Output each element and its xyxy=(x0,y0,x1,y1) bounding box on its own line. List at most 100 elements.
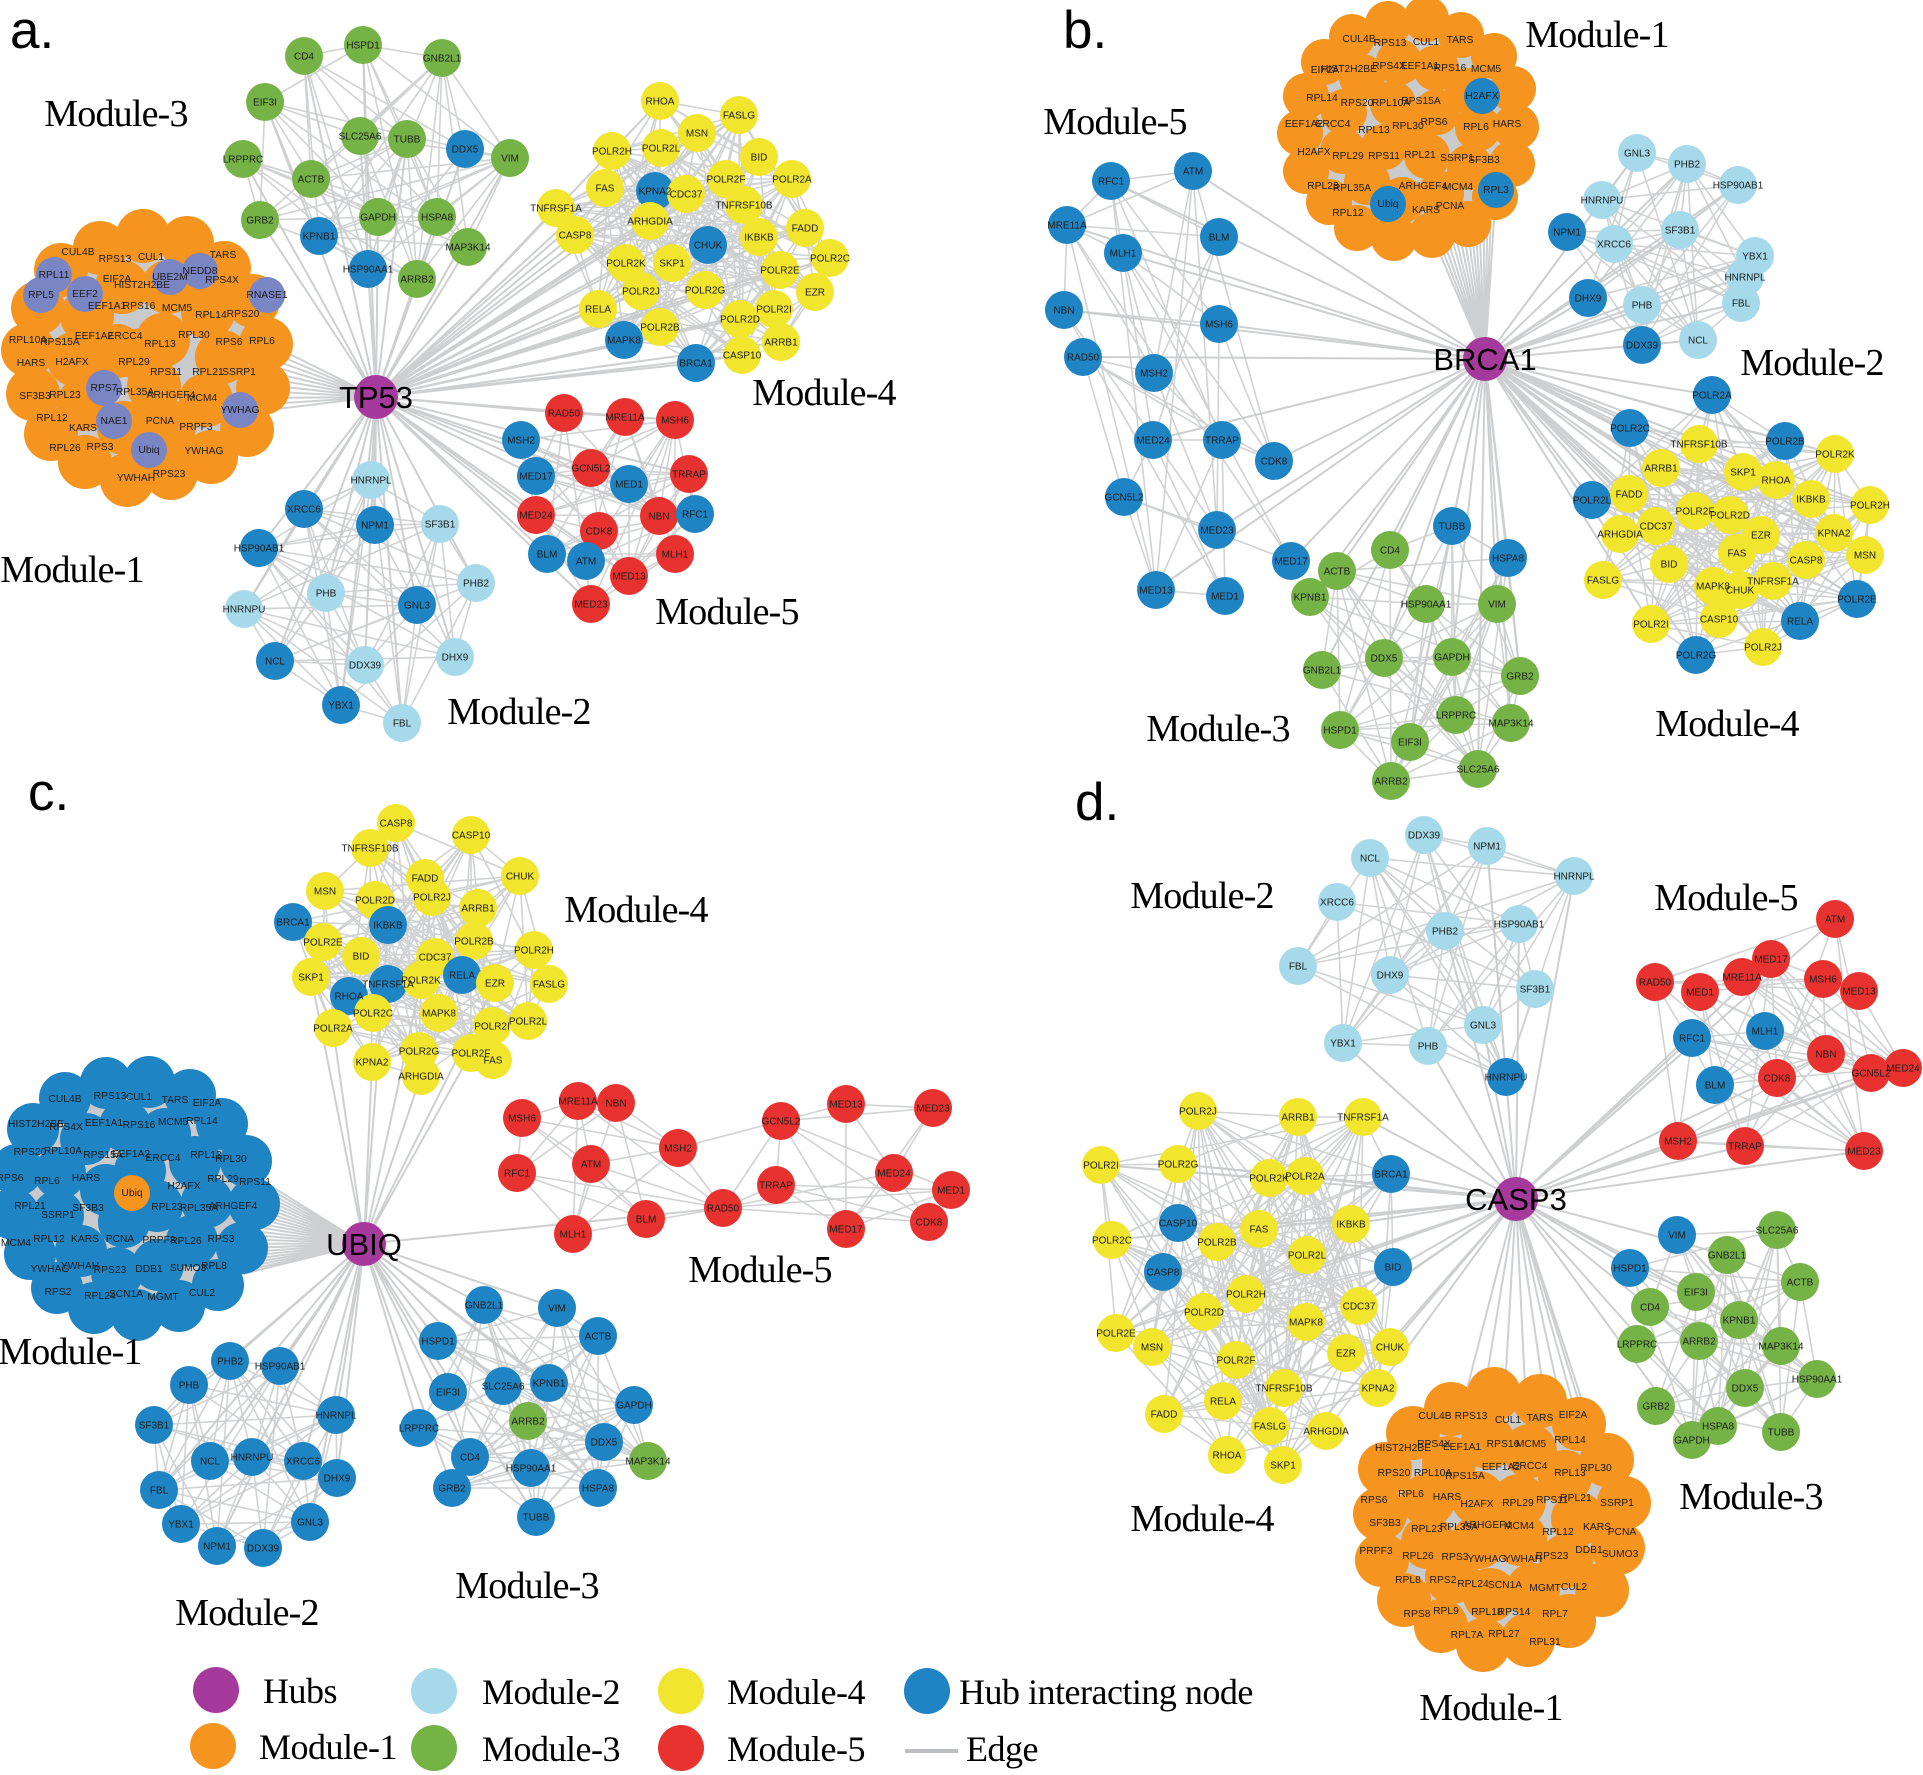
svg-text:NPM1: NPM1 xyxy=(203,1542,231,1553)
svg-text:DDX39: DDX39 xyxy=(247,1544,280,1555)
svg-text:RFC1: RFC1 xyxy=(1098,177,1125,188)
svg-text:HNRNPL: HNRNPL xyxy=(1553,872,1595,883)
svg-text:YBX1: YBX1 xyxy=(1742,252,1768,263)
svg-text:POLR2F: POLR2F xyxy=(707,175,746,186)
svg-text:RHOA: RHOA xyxy=(646,97,675,108)
svg-text:RPS16: RPS16 xyxy=(123,1120,156,1131)
svg-text:MRE11A: MRE11A xyxy=(558,1097,598,1108)
svg-text:EEF1A2: EEF1A2 xyxy=(75,331,114,342)
svg-text:MED1: MED1 xyxy=(1686,988,1714,999)
svg-text:RPL35A: RPL35A xyxy=(116,387,154,398)
svg-text:NBN: NBN xyxy=(1053,306,1074,317)
svg-text:RPS16: RPS16 xyxy=(1434,63,1467,74)
svg-text:GNB2L1: GNB2L1 xyxy=(1303,666,1342,677)
svg-text:MED24: MED24 xyxy=(1136,436,1170,447)
svg-text:TNFRSF10B: TNFRSF10B xyxy=(1670,440,1728,451)
svg-text:POLR2F: POLR2F xyxy=(452,1049,491,1060)
svg-text:XRCC6: XRCC6 xyxy=(286,1457,320,1468)
svg-text:MLH1: MLH1 xyxy=(1752,1027,1779,1038)
svg-text:ARRB2: ARRB2 xyxy=(1374,777,1408,788)
svg-text:RELA: RELA xyxy=(1210,1397,1236,1408)
svg-text:RPL18: RPL18 xyxy=(1471,1607,1503,1618)
svg-text:ERCC4: ERCC4 xyxy=(146,1153,181,1164)
svg-text:CD4: CD4 xyxy=(1380,546,1400,557)
svg-text:MED23: MED23 xyxy=(1200,526,1234,537)
svg-text:TUBB: TUBB xyxy=(394,135,421,146)
svg-text:EEF1A1: EEF1A1 xyxy=(1401,61,1440,72)
svg-text:RPS13: RPS13 xyxy=(1374,38,1407,49)
svg-text:TUBB: TUBB xyxy=(1439,522,1466,533)
svg-text:UBIQ: UBIQ xyxy=(326,1227,402,1262)
svg-text:HSPD1: HSPD1 xyxy=(346,41,380,52)
svg-text:RELA: RELA xyxy=(449,971,475,982)
svg-text:POLR2L: POLR2L xyxy=(509,1017,548,1028)
svg-text:SLC25A6: SLC25A6 xyxy=(1756,1226,1799,1237)
svg-text:RPS4X: RPS4X xyxy=(49,1122,83,1133)
svg-text:RPL35A: RPL35A xyxy=(1333,183,1371,194)
svg-text:RPL6: RPL6 xyxy=(1463,122,1489,133)
svg-text:SCN1A: SCN1A xyxy=(109,1289,143,1300)
svg-text:MED1: MED1 xyxy=(937,1186,965,1197)
svg-text:IKBKB: IKBKB xyxy=(1336,1220,1366,1231)
svg-text:TNFRSF1A: TNFRSF1A xyxy=(530,204,582,215)
svg-text:DDX39: DDX39 xyxy=(1408,831,1441,842)
svg-text:SLC25A6: SLC25A6 xyxy=(1457,765,1500,776)
svg-text:FAS: FAS xyxy=(596,184,615,195)
svg-text:HIST2H2BE: HIST2H2BE xyxy=(1375,1443,1431,1454)
svg-text:RPS15A: RPS15A xyxy=(83,1150,123,1161)
svg-text:Module-3: Module-3 xyxy=(482,1729,620,1769)
svg-text:CDK8: CDK8 xyxy=(586,527,613,538)
svg-text:RPL14: RPL14 xyxy=(186,1116,218,1127)
svg-text:POLR2H: POLR2H xyxy=(592,147,632,158)
svg-text:EZR: EZR xyxy=(485,979,505,990)
svg-text:RPL14: RPL14 xyxy=(195,310,227,321)
svg-text:MED13: MED13 xyxy=(1842,987,1876,998)
svg-text:HNRNPU: HNRNPU xyxy=(223,605,266,616)
svg-text:RPL35A: RPL35A xyxy=(1440,1522,1478,1533)
svg-text:SKP1: SKP1 xyxy=(659,259,685,270)
svg-text:EEF1A2: EEF1A2 xyxy=(1285,119,1324,130)
svg-text:POLR2B: POLR2B xyxy=(1197,1238,1237,1249)
svg-text:KARS: KARS xyxy=(1583,1522,1611,1533)
svg-text:CASP10: CASP10 xyxy=(1159,1219,1198,1230)
svg-text:HSPD1: HSPD1 xyxy=(421,1337,455,1348)
svg-text:GRB2: GRB2 xyxy=(1642,1402,1670,1413)
svg-text:CHUK: CHUK xyxy=(694,241,723,252)
svg-text:HARS: HARS xyxy=(17,358,46,369)
svg-text:SF3B3: SF3B3 xyxy=(72,1203,104,1214)
svg-text:RPS16: RPS16 xyxy=(1487,1439,1520,1450)
svg-text:PCNA: PCNA xyxy=(1608,1527,1637,1538)
svg-text:BID: BID xyxy=(353,952,370,963)
svg-text:GRB2: GRB2 xyxy=(438,1484,466,1495)
svg-text:ERCC4: ERCC4 xyxy=(1316,119,1351,130)
svg-text:POLR2A: POLR2A xyxy=(1692,391,1732,402)
svg-text:RAD50: RAD50 xyxy=(1639,978,1672,989)
svg-text:RPS23: RPS23 xyxy=(153,469,186,480)
svg-text:CASP8: CASP8 xyxy=(380,819,413,830)
svg-text:RPS6: RPS6 xyxy=(0,1173,24,1184)
svg-text:HSPD1: HSPD1 xyxy=(1323,726,1357,737)
svg-text:POLR2A: POLR2A xyxy=(1285,1172,1325,1183)
svg-text:IKBKB: IKBKB xyxy=(744,233,774,244)
svg-text:MED23: MED23 xyxy=(1847,1147,1881,1158)
svg-text:MGMT: MGMT xyxy=(1529,1583,1561,1594)
svg-text:IKBKB: IKBKB xyxy=(1796,495,1826,506)
svg-text:PHB2: PHB2 xyxy=(1432,927,1459,938)
svg-text:MAP3K14: MAP3K14 xyxy=(445,243,490,254)
svg-text:RPL29: RPL29 xyxy=(207,1174,239,1185)
svg-text:POLR2C: POLR2C xyxy=(1092,1236,1132,1247)
svg-text:RPL12: RPL12 xyxy=(1542,1527,1574,1538)
svg-text:NAE1: NAE1 xyxy=(101,416,128,427)
svg-text:MRE11A: MRE11A xyxy=(605,413,645,424)
svg-text:RPL21: RPL21 xyxy=(14,1201,46,1212)
svg-text:H2AFX: H2AFX xyxy=(1460,1499,1493,1510)
svg-text:Module-2: Module-2 xyxy=(447,691,590,733)
svg-text:HNRNPL: HNRNPL xyxy=(315,1411,357,1422)
svg-text:PCNA: PCNA xyxy=(1436,201,1465,212)
svg-text:FASLG: FASLG xyxy=(1254,1422,1286,1433)
svg-text:HSPA8: HSPA8 xyxy=(1492,554,1524,565)
svg-text:VIM: VIM xyxy=(501,154,519,165)
svg-text:RPL26: RPL26 xyxy=(1402,1551,1434,1562)
svg-text:MAPK8: MAPK8 xyxy=(607,336,641,347)
svg-text:TNFRSF10B: TNFRSF10B xyxy=(1255,1384,1313,1395)
